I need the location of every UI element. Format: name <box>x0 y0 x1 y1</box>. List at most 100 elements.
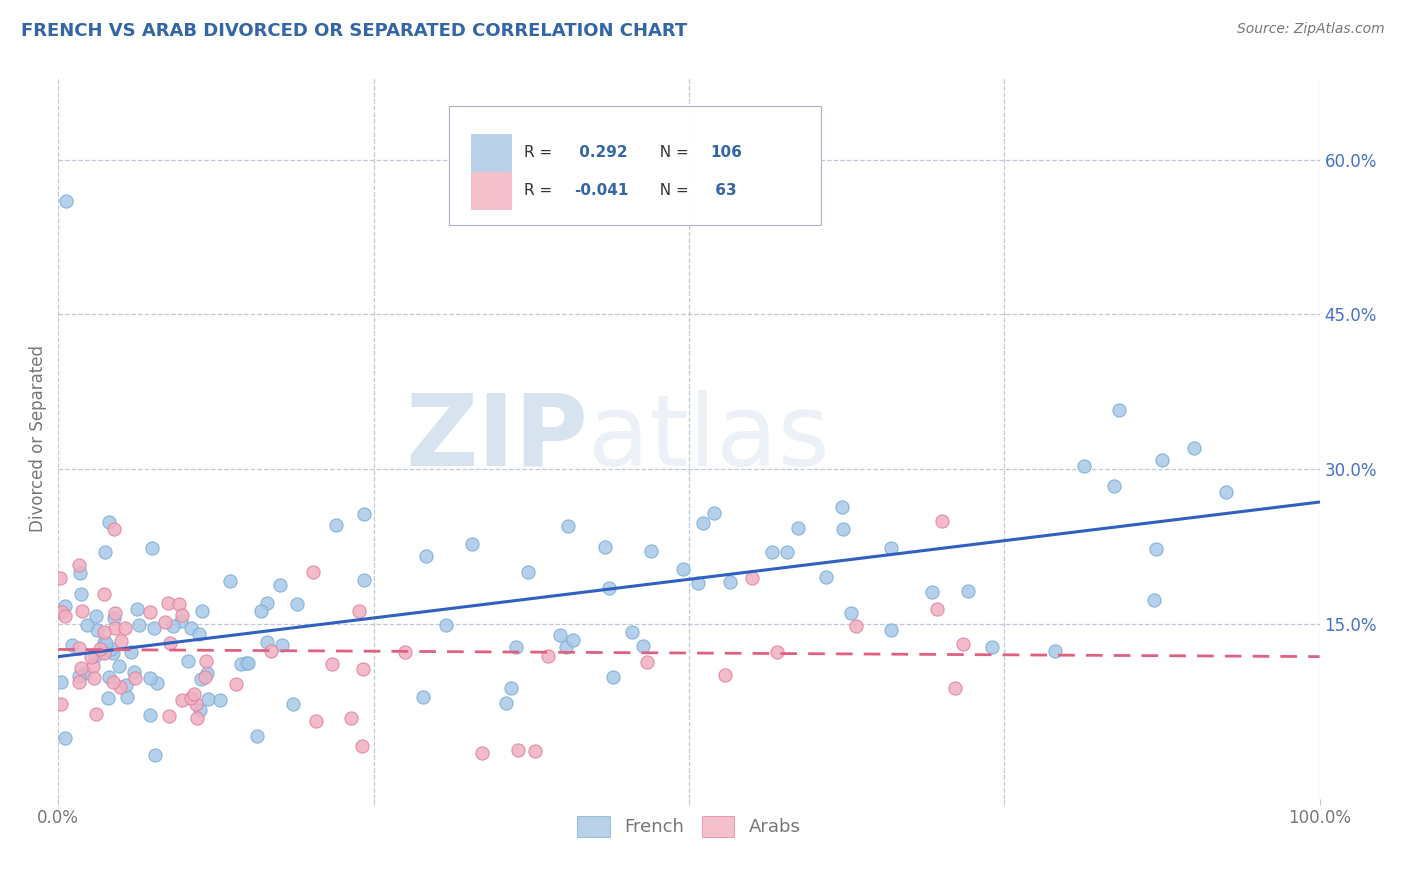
Point <box>412 690 434 704</box>
Point <box>93 635 115 649</box>
Point <box>460 537 482 551</box>
Point <box>325 518 347 533</box>
Point <box>260 644 283 658</box>
Point <box>110 680 132 694</box>
Point <box>101 646 124 660</box>
Point <box>194 654 217 668</box>
Point <box>110 633 132 648</box>
Point <box>353 573 375 587</box>
FancyBboxPatch shape <box>449 106 821 226</box>
Point <box>80 650 103 665</box>
Point <box>602 670 624 684</box>
Point <box>1073 459 1095 474</box>
Point <box>1143 593 1166 607</box>
Point <box>67 675 90 690</box>
Point <box>93 625 115 640</box>
Point <box>943 681 966 695</box>
Point <box>84 707 107 722</box>
Point <box>141 541 163 555</box>
Point <box>302 565 325 579</box>
Point <box>188 627 211 641</box>
Point <box>631 639 654 653</box>
Point <box>70 604 93 618</box>
Point <box>100 641 122 656</box>
Point <box>269 578 291 592</box>
Point <box>167 598 190 612</box>
Point <box>125 601 148 615</box>
Point <box>139 708 162 723</box>
Point <box>832 522 855 536</box>
Point <box>49 675 72 690</box>
Point <box>931 514 953 528</box>
Point <box>831 500 853 514</box>
Point <box>103 674 125 689</box>
Point <box>347 604 370 618</box>
Point <box>103 611 125 625</box>
Point <box>1102 479 1125 493</box>
Point <box>104 621 127 635</box>
Point <box>952 637 974 651</box>
Point <box>956 583 979 598</box>
Point <box>692 516 714 530</box>
Point <box>246 729 269 743</box>
Point <box>506 742 529 756</box>
Point <box>55 608 77 623</box>
Point <box>180 691 202 706</box>
Point <box>139 671 162 685</box>
Point <box>49 571 72 585</box>
Point <box>352 739 374 754</box>
Point <box>321 657 343 672</box>
Point <box>157 596 180 610</box>
Text: R =: R = <box>523 145 557 160</box>
Legend: French, Arabs: French, Arabs <box>569 809 808 844</box>
Point <box>557 518 579 533</box>
Text: 106: 106 <box>710 145 742 160</box>
Point <box>115 690 138 705</box>
Point <box>82 659 104 673</box>
Point <box>67 669 90 683</box>
Point <box>1108 402 1130 417</box>
Point <box>120 645 142 659</box>
Point <box>191 604 214 618</box>
Point <box>880 541 903 555</box>
Point <box>256 596 278 610</box>
Point <box>94 833 117 847</box>
Point <box>183 687 205 701</box>
Point <box>146 675 169 690</box>
Point <box>209 693 232 707</box>
Point <box>96 636 118 650</box>
Point <box>177 654 200 668</box>
Point <box>218 574 240 588</box>
Point <box>672 562 695 576</box>
Point <box>194 671 217 685</box>
Text: N =: N = <box>650 183 693 198</box>
Point <box>103 522 125 536</box>
Point <box>927 602 949 616</box>
Point <box>67 558 90 572</box>
Text: ZIP: ZIP <box>405 390 588 487</box>
Point <box>561 632 583 647</box>
Text: 63: 63 <box>710 183 737 198</box>
Point <box>124 671 146 685</box>
Point <box>523 744 546 758</box>
Point <box>195 666 218 681</box>
Point <box>765 645 787 659</box>
Point <box>621 625 644 640</box>
Point <box>51 697 73 711</box>
Point <box>499 681 522 696</box>
Point <box>434 618 457 632</box>
Point <box>761 545 783 559</box>
Point <box>69 566 91 581</box>
Point <box>170 693 193 707</box>
Point <box>471 747 494 761</box>
Y-axis label: Divorced or Separated: Divorced or Separated <box>30 344 46 532</box>
Point <box>1144 542 1167 557</box>
Point <box>718 574 741 589</box>
Point <box>815 570 838 584</box>
Point <box>180 621 202 635</box>
Point <box>236 656 259 670</box>
Point <box>122 665 145 679</box>
Point <box>55 194 77 208</box>
Point <box>76 618 98 632</box>
Point <box>97 691 120 706</box>
